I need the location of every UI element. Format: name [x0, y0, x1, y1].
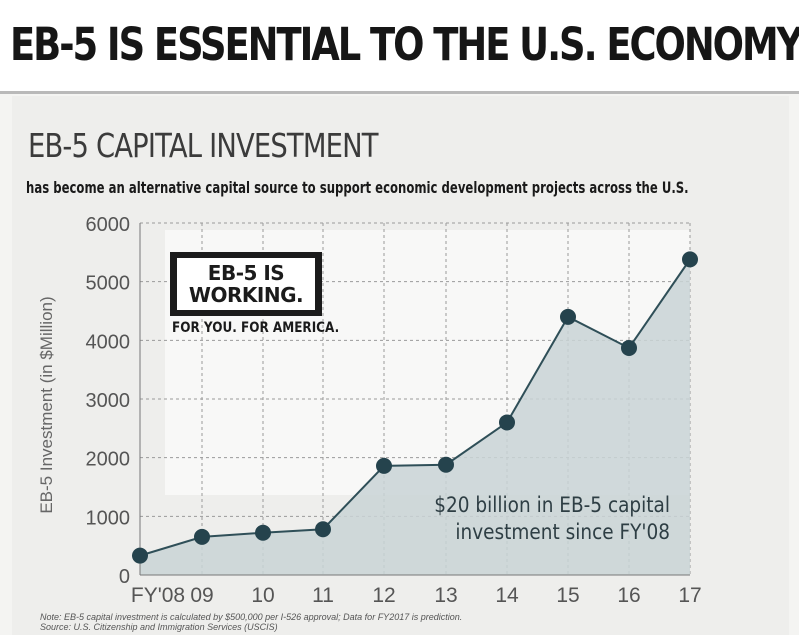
chart-tagline: has become an alternative capital source… — [26, 178, 689, 197]
y-tick-labels: 0 1000 2000 3000 4000 5000 6000 — [86, 214, 131, 588]
logo-line-1: EB-5 IS — [207, 261, 285, 285]
y-tick-label: 1000 — [86, 507, 131, 529]
callout-line-1: $20 billion in EB-5 capital — [434, 493, 670, 517]
y-tick-label: 6000 — [86, 214, 131, 236]
x-tick-label: 12 — [372, 584, 395, 607]
logo-slogan: FOR YOU. FOR AMERICA. — [172, 320, 340, 336]
data-point — [376, 457, 392, 474]
data-point — [438, 456, 454, 473]
data-points — [132, 251, 698, 564]
data-point — [621, 339, 637, 356]
logo-inner: EB-5 IS WORKING. — [177, 258, 315, 310]
logo-stamp-box: EB-5 IS WORKING. — [170, 252, 322, 316]
y-axis-label: EB-5 Investment (in $Million) — [37, 296, 56, 513]
x-tick-label: 16 — [617, 584, 640, 607]
investment-callout: $20 billion in EB-5 capital investment s… — [432, 492, 670, 546]
footnote: Note: EB-5 capital investment is calcula… — [40, 612, 462, 632]
x-tick-label: 09 — [190, 584, 213, 607]
data-point — [560, 308, 576, 325]
footnote-source: Source: U.S. Citizenship and Immigration… — [40, 622, 278, 632]
data-point — [682, 251, 698, 268]
y-tick-label: 2000 — [86, 449, 131, 471]
logo-line-2: WORKING. — [188, 283, 304, 307]
data-point — [194, 528, 210, 545]
x-tick-label: FY'08 — [131, 584, 185, 607]
x-tick-label: 15 — [556, 584, 579, 607]
y-tick-label: 0 — [119, 566, 130, 588]
footnote-note: Note: EB-5 capital investment is calcula… — [40, 612, 463, 622]
series-line-path — [139, 258, 691, 557]
callout-line-2: investment since FY'08 — [455, 520, 670, 544]
y-tick-label: 5000 — [86, 273, 131, 295]
x-tick-label: 11 — [312, 584, 334, 607]
x-tick-label: 10 — [251, 584, 274, 607]
x-tick-label: 14 — [495, 584, 519, 607]
area-fill — [140, 259, 690, 575]
data-point — [132, 547, 148, 564]
data-point — [255, 524, 271, 541]
y-tick-label: 4000 — [86, 331, 131, 353]
eb5-working-logo: EB-5 IS WORKING. FOR YOU. FOR AMERICA. — [170, 252, 339, 338]
data-point — [499, 414, 515, 431]
x-tick-label: 13 — [434, 584, 457, 607]
x-tick-label: 17 — [678, 584, 701, 607]
series-line — [139, 258, 691, 557]
axes — [139, 223, 690, 576]
area-shape — [140, 259, 690, 575]
data-point — [315, 521, 331, 538]
header-banner: EB-5 IS ESSENTIAL TO THE U.S. ECONOMY — [0, 0, 799, 94]
x-tick-labels: FY'08 09 10 11 12 13 14 15 16 17 — [131, 584, 702, 607]
y-tick-label: 3000 — [86, 390, 131, 412]
chart-subtitle: EB-5 CAPITAL INVESTMENT — [28, 126, 379, 165]
